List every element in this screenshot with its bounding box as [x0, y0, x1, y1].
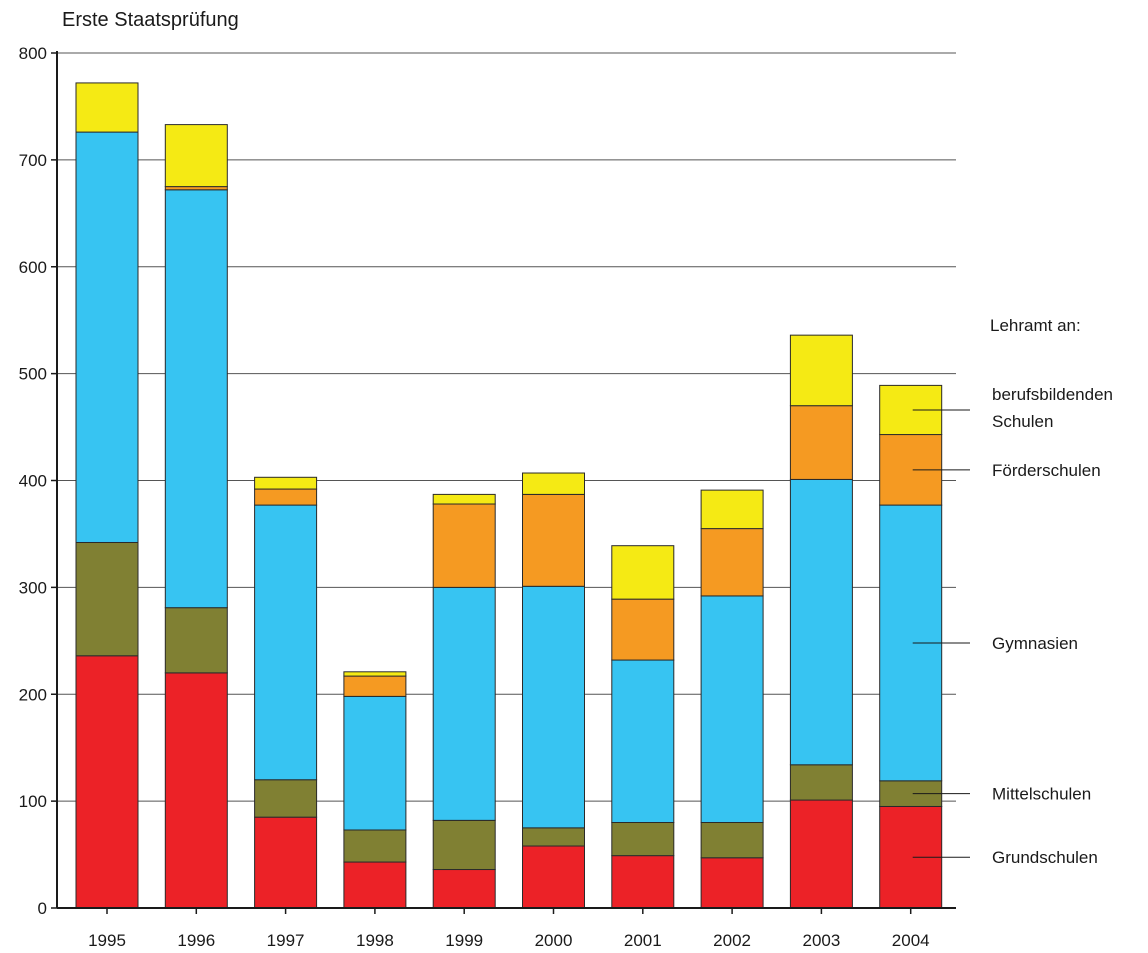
- bar-segment: [75, 131, 139, 543]
- bar-segment: [432, 869, 496, 909]
- bar-segment: [75, 541, 139, 657]
- bar-segment: [522, 493, 585, 587]
- y-tick-label: 100: [19, 792, 47, 811]
- bar-segment: [432, 819, 496, 871]
- bar-segment: [432, 493, 496, 505]
- y-tick-label: 200: [19, 685, 47, 704]
- bar-segment: [700, 822, 764, 859]
- bar-segment: [611, 659, 675, 823]
- legend: Lehramt an: Grundschulen Mittelschulen Gym…: [912, 316, 1113, 867]
- bar-segment: [343, 861, 407, 909]
- bar-segment: [432, 503, 496, 588]
- chart-title: Erste Staatsprüfung: [62, 9, 239, 31]
- legend-title: Lehramt an:: [990, 316, 1081, 335]
- bar-segment: [164, 672, 228, 909]
- legend-label: Gymnasien: [992, 634, 1078, 653]
- x-tick-label: 2000: [535, 931, 573, 950]
- bars: [75, 82, 943, 909]
- legend-label: Förderschulen: [992, 461, 1101, 480]
- bar-segment: [254, 779, 318, 818]
- x-tick-label: 1997: [267, 931, 305, 950]
- x-tick-label: 2003: [802, 931, 840, 950]
- bar-segment: [343, 829, 407, 863]
- x-tick-label: 1995: [88, 931, 126, 950]
- bar-segment: [164, 607, 228, 674]
- y-tick-label: 300: [19, 578, 47, 597]
- bar-segment: [522, 845, 585, 909]
- bar-segment: [611, 822, 675, 857]
- legend-label: berufsbildenden Schulen: [992, 385, 1113, 431]
- bar-segment: [789, 764, 853, 801]
- bar-segment: [522, 827, 585, 847]
- bar-segment: [254, 476, 318, 490]
- y-tick-label: 800: [19, 44, 47, 63]
- bar-segment: [700, 528, 764, 597]
- bar-segment: [343, 675, 407, 697]
- legend-label: Grundschulen: [992, 848, 1098, 867]
- bar-segment: [75, 655, 139, 909]
- bar-segment: [522, 585, 585, 829]
- x-tick-label: 2001: [624, 931, 662, 950]
- x-tick-label: 1998: [356, 931, 394, 950]
- bar-segment: [700, 857, 764, 909]
- bar-segment: [164, 189, 228, 609]
- bar-segment: [432, 586, 496, 821]
- x-tick-label: 2002: [713, 931, 751, 950]
- x-tick-label: 1996: [177, 931, 215, 950]
- y-axis: 0 100 200 300 400 500 600 700 800: [19, 44, 58, 918]
- y-tick-label: 600: [19, 258, 47, 277]
- bar-segment: [611, 598, 675, 661]
- bar-segment: [254, 488, 318, 506]
- legend-label: Mittelschulen: [992, 785, 1091, 804]
- y-tick-label: 400: [19, 472, 47, 491]
- bar-segment: [164, 124, 228, 188]
- bar-segment: [611, 545, 675, 600]
- bar-segment: [611, 855, 675, 909]
- x-tick-label: 2004: [892, 931, 930, 950]
- bar-segment: [343, 695, 407, 831]
- y-tick-label: 500: [19, 365, 47, 384]
- x-tick-label: 1999: [445, 931, 483, 950]
- bar-segment: [879, 805, 943, 909]
- bar-segment: [254, 504, 318, 781]
- bar-segment: [789, 334, 853, 407]
- bar-segment: [789, 799, 853, 909]
- bar-segment: [75, 82, 139, 133]
- bar-segment: [343, 671, 407, 677]
- y-tick-label: 700: [19, 151, 47, 170]
- bar-segment: [789, 405, 853, 480]
- bar-segment: [789, 478, 853, 766]
- x-axis: 1995 1996 1997 1998 1999 2000 2001 2002 2003 2004: [57, 907, 956, 950]
- bar-segment: [700, 595, 764, 823]
- bar-segment: [700, 489, 764, 530]
- bar-segment: [254, 816, 318, 909]
- bar-segment: [522, 472, 585, 495]
- y-tick-label: 0: [38, 899, 47, 918]
